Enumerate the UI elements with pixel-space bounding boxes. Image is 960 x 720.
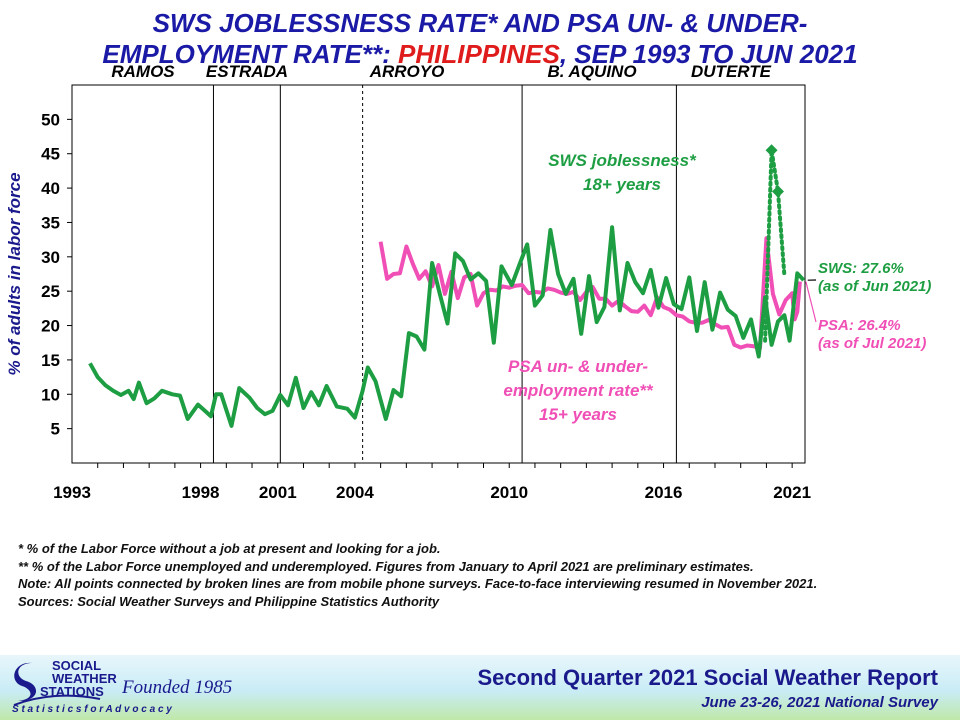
x-tick-label: 1998 <box>182 483 220 502</box>
sws-latest-label-line-2: (as of Jun 2021) <box>818 278 931 295</box>
psa-latest-pointer <box>805 281 817 323</box>
title-line-2: EMPLOYMENT RATE**: PHILIPPINES, SEP 1993… <box>0 39 960 70</box>
psa-latest-label-line-1: PSA: 26.4% <box>818 317 901 334</box>
y-tick-label: 30 <box>41 248 60 267</box>
footnote-sources: Sources: Social Weather Surveys and Phil… <box>18 593 440 609</box>
title-line-2-prefix: EMPLOYMENT RATE**: <box>102 39 399 69</box>
y-tick-label: 45 <box>41 145 60 164</box>
logo-tagline: S t a t i s t i c s f o r A d v o c a c … <box>12 704 172 715</box>
y-axis-label: % of adults in labor force <box>5 172 24 375</box>
y-tick-label: 40 <box>41 179 60 198</box>
x-tick-label: 1993 <box>53 483 91 502</box>
x-tick-label: 2010 <box>490 483 528 502</box>
sws-mobile-survey-point <box>771 185 784 198</box>
line-chart: 5 10 15 20 25 30 35 40 45 50 1993 1998 2001 2004 2010 2… <box>5 62 931 502</box>
x-tick-label: 2016 <box>645 483 683 502</box>
sws-mobile-survey-point <box>765 144 778 157</box>
sws-series-label-line-2: 18+ years <box>583 175 661 194</box>
psa-series-label-line-3: 15+ years <box>539 405 617 424</box>
title-country: PHILIPPINES <box>398 39 560 69</box>
y-tick-label: 10 <box>41 385 60 404</box>
logo-line-3: STATIONS <box>40 684 104 699</box>
sws-latest-label-line-1: SWS: 27.6% <box>818 260 904 277</box>
logo-line-1: SOCIAL <box>52 658 101 673</box>
y-tick-label: 35 <box>41 213 60 232</box>
administration-label: RAMOS <box>111 62 175 81</box>
y-tick-label: 15 <box>41 351 60 370</box>
footnote-note: Note: All points connected by broken lin… <box>18 576 818 591</box>
y-tick-label: 20 <box>41 317 60 336</box>
psa-latest-label-line-2: (as of Jul 2021) <box>818 335 926 352</box>
logo-line-2: WEATHER <box>52 671 117 686</box>
title-line-1: SWS JOBLESSNESS RATE* AND PSA UN- & UNDE… <box>152 8 808 38</box>
plot-area <box>71 84 806 464</box>
sws-mobile-survey-dotted-line <box>763 149 787 343</box>
psa-series-label-line-1: PSA un- & under- <box>508 357 648 376</box>
administration-label: ARROYO <box>369 62 445 81</box>
y-tick-label: 50 <box>41 110 60 129</box>
footnote-2: ** % of the Labor Force unemployed and u… <box>18 558 754 574</box>
y-tick-label: 5 <box>51 420 60 439</box>
administration-label: ESTRADA <box>206 62 288 81</box>
sws-logo: SOCIAL WEATHER STATIONS Founded 1985 S t… <box>12 658 232 715</box>
x-tick-label: 2021 <box>773 483 811 502</box>
report-title: Second Quarter 2021 Social Weather Repor… <box>477 665 938 690</box>
x-tick-label: 2004 <box>336 483 374 502</box>
sws-series-line <box>88 225 806 428</box>
administration-label: DUTERTE <box>691 62 772 81</box>
footer-banner: SOCIAL WEATHER STATIONS Founded 1985 S t… <box>0 655 960 720</box>
sws-logo-s-icon <box>14 662 37 701</box>
title-line-2-suffix: , SEP 1993 TO JUN 2021 <box>559 39 858 69</box>
footnote-1: * % of the Labor Force without a job at … <box>18 541 441 556</box>
chart-title: SWS JOBLESSNESS RATE* AND PSA UN- & UNDE… <box>0 8 960 70</box>
sws-series-label-line-1: SWS joblessness* <box>548 151 697 170</box>
sws-logo-swoosh-icon <box>13 694 101 706</box>
psa-series-label-line-2: employment rate** <box>503 381 654 400</box>
footnotes: * % of the Labor Force without a job at … <box>18 540 948 610</box>
logo-founded: Founded 1985 <box>121 677 232 698</box>
administration-label: B. AQUINO <box>547 62 636 81</box>
report-subtitle: June 23-26, 2021 National Survey <box>701 694 938 711</box>
y-tick-label: 25 <box>41 282 60 301</box>
x-tick-label: 2001 <box>259 483 297 502</box>
